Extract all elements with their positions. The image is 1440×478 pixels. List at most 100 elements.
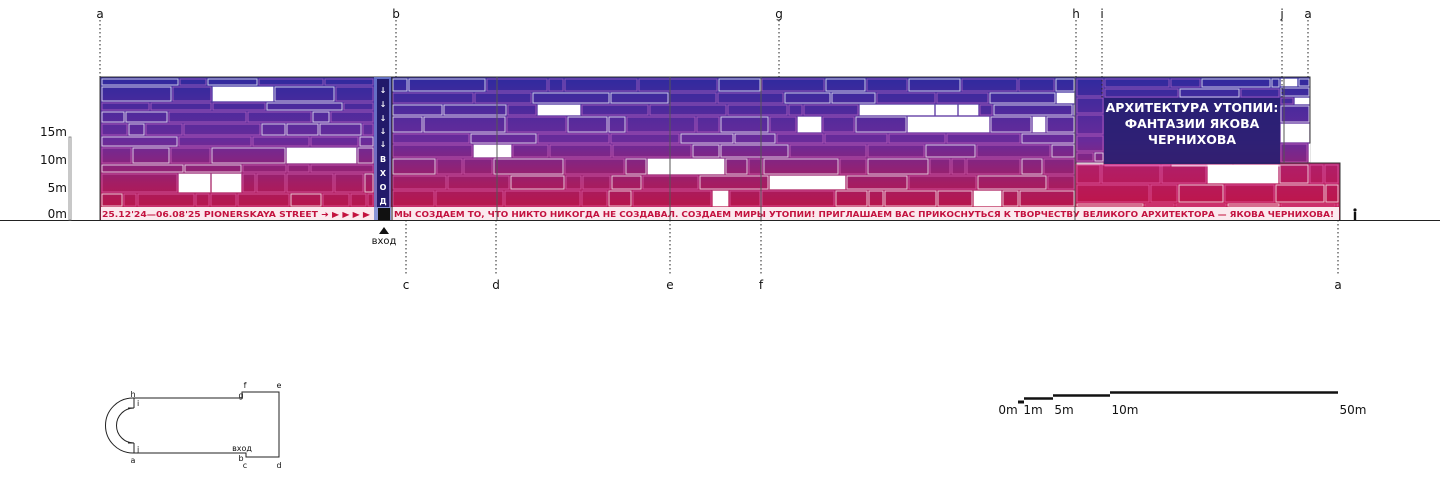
facade-panel: [908, 78, 961, 92]
facade-panel: [803, 104, 859, 116]
height-label-10m: 10m: [40, 153, 67, 167]
facade-panel: [548, 78, 564, 92]
facade-panel: [486, 78, 548, 92]
scale-label-5m: 5m: [1054, 403, 1073, 417]
facade-panel: [436, 158, 463, 175]
plan-label-entrance: вход: [232, 444, 252, 453]
facade-panel: [183, 123, 261, 136]
facade-panel: [788, 104, 803, 116]
facade-panel: [168, 111, 247, 123]
facade-panel: [632, 190, 712, 207]
facade-panel: [392, 175, 447, 190]
facade-panel: [1275, 184, 1325, 203]
facade-panel: [1021, 133, 1075, 144]
facade-panel: [638, 78, 718, 92]
facade-panel: [1021, 158, 1043, 175]
facade-panel: [128, 123, 145, 136]
facade-panel: [287, 164, 310, 173]
facade-panel: [839, 158, 867, 175]
entrance-letter-v: В: [380, 155, 386, 164]
facade-panel: [761, 190, 835, 207]
facade-panel: [582, 175, 611, 190]
facade-panel: [855, 116, 907, 133]
facade-panel: [101, 173, 178, 193]
section-mark-a: a: [96, 7, 103, 21]
facade-panel: [727, 104, 788, 116]
section-mark-d: d: [492, 278, 500, 292]
facade-panel: [1076, 78, 1104, 97]
facade-panel: [979, 104, 993, 116]
scale-label-1m: 1m: [1023, 403, 1042, 417]
facade-panel: [884, 190, 937, 207]
plan-label-d: d: [276, 461, 281, 470]
facade-grid-pattern: [101, 78, 1339, 207]
facade-panel: [392, 133, 470, 144]
facade-panel: [1076, 164, 1101, 184]
facade-panel: [324, 78, 374, 86]
facade-panel: [549, 144, 612, 158]
facade-panel: [1280, 143, 1308, 163]
facade-panel: [867, 158, 929, 175]
facade-panel: [961, 78, 1018, 92]
facade-panel: [537, 104, 581, 116]
facade-panel: [993, 104, 1073, 116]
facade-panel: [1280, 123, 1310, 143]
facade-panel: [101, 111, 125, 123]
facade-panel: [789, 144, 867, 158]
facade-panel: [1144, 203, 1175, 207]
facade-panel: [408, 78, 486, 92]
facade-panel: [392, 92, 474, 104]
facade-panel: [1207, 164, 1279, 184]
arrow-down-icon: ↓: [380, 114, 387, 123]
facade-panel: [274, 86, 335, 102]
facade-panel: [1051, 144, 1075, 158]
facade-panel: [1076, 162, 1104, 165]
title-panel: [1104, 98, 1280, 164]
facade-panel: [335, 86, 374, 102]
facade-panel: [504, 190, 581, 207]
facade-panel: [966, 158, 1021, 175]
height-label-15m: 15m: [40, 125, 67, 139]
facade-panel: [929, 158, 951, 175]
plan-label-b: b: [238, 454, 243, 463]
facade-panel: [101, 193, 123, 207]
facade-panel: [776, 133, 824, 144]
facade-panel: [286, 123, 319, 136]
facade-panel: [608, 190, 632, 207]
facade-panel: [907, 116, 990, 133]
facade-panel: [1043, 158, 1075, 175]
section-mark-g: g: [775, 7, 783, 21]
scale-label-50m: 50m: [1340, 403, 1367, 417]
facade-panel: [612, 144, 692, 158]
facade-panel: [237, 193, 290, 207]
facade-panel: [1308, 143, 1311, 163]
facade-panel: [330, 111, 374, 123]
facade-panel: [1298, 78, 1310, 87]
facade-panel: [699, 175, 769, 190]
facade-panel: [392, 104, 443, 116]
facade-panel: [184, 164, 242, 173]
facade-panel: [392, 116, 423, 133]
plan-label-i: i: [137, 399, 139, 408]
facade-panel: [392, 78, 408, 92]
facade-panel: [350, 193, 367, 207]
facade-panel: [178, 173, 211, 193]
facade-panel: [322, 193, 350, 207]
section-mark-e: e: [666, 278, 673, 292]
section-mark-b: b: [392, 7, 400, 21]
facade-panel: [951, 158, 966, 175]
facade-panel: [101, 136, 178, 147]
facade-panel: [1076, 203, 1144, 207]
section-mark-i: i: [1100, 7, 1103, 21]
facade-panel: [1047, 175, 1075, 190]
facade-panel: [506, 116, 567, 133]
facade-panel: [647, 158, 725, 175]
facade-panel: [1178, 184, 1224, 203]
facade-panel: [212, 86, 274, 102]
facade-panel: [290, 193, 322, 207]
facade-panel: [888, 133, 946, 144]
facade-panel: [101, 102, 150, 111]
facade-panel: [610, 133, 680, 144]
plan-label-j: j: [136, 445, 139, 454]
